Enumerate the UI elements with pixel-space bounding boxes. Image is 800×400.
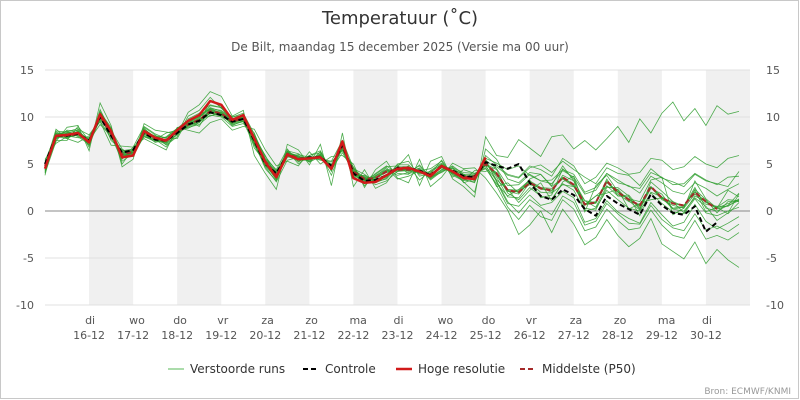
chart-subtitle: De Bilt, maandag 15 december 2025 (Versi… <box>231 40 569 54</box>
x-tick-date-label: 17-12 <box>117 329 149 342</box>
x-tick-day-label: za <box>570 314 583 327</box>
day-band <box>617 70 662 305</box>
day-band <box>441 70 486 305</box>
legend[interactable]: Verstoorde runs Controle Hoge resolutie … <box>168 362 636 376</box>
y-tick-label-left: -5 <box>23 252 34 265</box>
x-tick-day-label: do <box>173 314 187 327</box>
day-band <box>89 70 134 305</box>
x-tick-day-label: di <box>394 314 404 327</box>
x-tick-day-label: di <box>702 314 712 327</box>
x-tick-day-label: vr <box>217 314 229 327</box>
chart-title: Temperatuur (˚C) <box>321 8 478 29</box>
series-hoge-resolutie-line <box>43 99 487 185</box>
x-tick-date-label: 29-12 <box>646 329 678 342</box>
x-tick-day-label: zo <box>305 314 318 327</box>
x-tick-date-label: 26-12 <box>514 329 546 342</box>
legend-item-controle[interactable]: Controle <box>303 362 376 376</box>
plot-area <box>43 91 740 268</box>
legend-item-middelste[interactable]: Middelste (P50) <box>520 362 636 376</box>
y-tick-label-right: 10 <box>766 111 780 124</box>
y-tick-label-right: 5 <box>766 158 773 171</box>
ensemble-run-line <box>44 91 740 198</box>
x-tick-date-label: 25-12 <box>470 329 502 342</box>
weekday-bands <box>89 70 750 305</box>
source-credit: Bron: ECMWF/KNMI <box>704 387 791 397</box>
day-band <box>529 70 574 305</box>
y-tick-label-right: -10 <box>766 299 784 312</box>
x-tick-day-label: do <box>482 314 496 327</box>
y-tick-label-left: 5 <box>27 158 34 171</box>
x-tick-date-label: 16-12 <box>73 329 105 342</box>
day-band <box>265 70 310 305</box>
x-tick-date-label: 18-12 <box>161 329 193 342</box>
grid-lines <box>45 69 750 306</box>
x-tick-date-label: 24-12 <box>426 329 458 342</box>
legend-label-ensemble: Verstoorde runs <box>190 362 285 376</box>
x-tick-date-label: 28-12 <box>602 329 634 342</box>
x-tick-date-label: 20-12 <box>249 329 281 342</box>
day-band <box>705 70 750 305</box>
series-controle-line <box>44 111 718 233</box>
y-tick-label-left: 0 <box>27 205 34 218</box>
legend-item-hoge-resolutie[interactable]: Hoge resolutie <box>396 362 505 376</box>
x-tick-day-label: wo <box>129 314 145 327</box>
x-tick-day-label: ma <box>349 314 366 327</box>
y-tick-label-right: -5 <box>766 252 777 265</box>
main-series <box>43 99 718 233</box>
legend-item-verstoorde-runs[interactable]: Verstoorde runs <box>168 362 285 376</box>
x-tick-day-label: di <box>85 314 95 327</box>
x-tick-day-label: ma <box>658 314 675 327</box>
x-tick-day-label: za <box>261 314 274 327</box>
legend-label-controle: Controle <box>325 362 376 376</box>
x-tick-date-label: 22-12 <box>337 329 369 342</box>
x-tick-day-label: zo <box>614 314 627 327</box>
x-tick-date-label: 23-12 <box>382 329 414 342</box>
y-tick-label-right: 15 <box>766 64 780 77</box>
y-tick-label-left: -10 <box>16 299 34 312</box>
y-tick-label-left: 10 <box>20 111 34 124</box>
x-tick-date-label: 19-12 <box>205 329 237 342</box>
x-tick-day-label: vr <box>526 314 538 327</box>
x-tick-date-label: 30-12 <box>690 329 722 342</box>
y-tick-label-right: 0 <box>766 205 773 218</box>
legend-label-hoge-resolutie: Hoge resolutie <box>418 362 505 376</box>
legend-label-middelste: Middelste (P50) <box>542 362 636 376</box>
y-tick-label-left: 15 <box>20 64 34 77</box>
x-tick-labels: di 16-12 wo 17-12 do 18-12 vr 19-12 za 20-12 zo 21-… <box>73 314 722 342</box>
x-tick-date-label: 27-12 <box>558 329 590 342</box>
x-tick-date-label: 21-12 <box>293 329 325 342</box>
day-band <box>353 70 398 305</box>
x-tick-day-label: wo <box>438 314 454 327</box>
y-tick-labels: -10 -10 -5 -5 0 0 5 5 10 10 15 15 <box>16 64 784 312</box>
